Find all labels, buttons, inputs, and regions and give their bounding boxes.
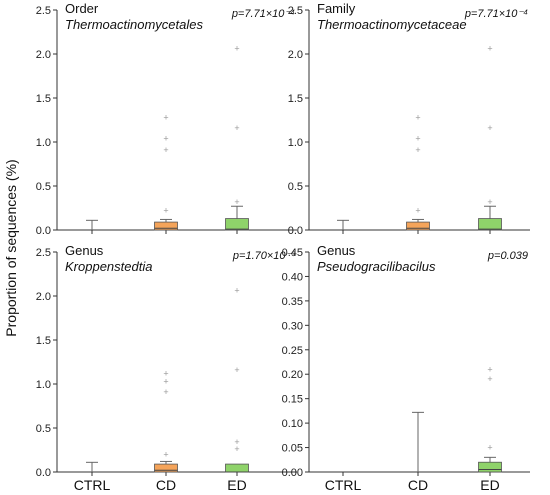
panel-rank-label: Order — [65, 1, 99, 16]
outlier-point: + — [234, 123, 239, 133]
x-category-label: ED — [227, 477, 246, 493]
y-tick-label: 2.5 — [288, 5, 303, 17]
outlier-point: + — [487, 374, 492, 384]
y-tick-label: 1.0 — [36, 379, 51, 391]
y-tick-label: 1.0 — [36, 137, 51, 149]
box-ctrl — [86, 219, 98, 230]
box-body — [478, 218, 502, 231]
y-tick-label: 0.40 — [282, 271, 303, 283]
box-body — [225, 463, 249, 473]
panel-1: 0.0 0.5 1.0 1.5 2.0 2.5 FamilyThermoactinomyce… — [288, 1, 530, 237]
box-body — [478, 461, 502, 473]
y-axis-title: Proportion of sequences (%) — [3, 159, 19, 336]
box-ctrl — [86, 461, 98, 472]
outlier-point: + — [163, 133, 168, 143]
panel-pvalue-label: p=7.71×10⁻⁴ — [231, 8, 295, 20]
outlier-point: + — [163, 145, 168, 155]
y-tick-label: 0.00 — [282, 467, 303, 479]
y-tick-label: 0.0 — [288, 225, 303, 237]
y-tick-label: 2.5 — [36, 247, 51, 259]
outlier-point: + — [234, 44, 239, 54]
outlier-point: + — [487, 44, 492, 54]
box-cd — [412, 411, 424, 472]
panel-taxon-label: Pseudogracilibacilus — [317, 259, 436, 274]
y-tick-label: 0.45 — [282, 247, 303, 259]
y-tick-label: 2.0 — [288, 49, 303, 61]
panels: 0.00.51.01.52.02.5 OrderThermoactinomycet… — [36, 1, 530, 479]
outlier-point: + — [234, 197, 239, 207]
outlier-point: + — [163, 112, 168, 122]
y-tick-label: 0.0 — [36, 225, 51, 237]
outlier-point: + — [415, 133, 420, 143]
y-tick-label: 0.15 — [282, 394, 303, 406]
x-category-label: CD — [408, 477, 428, 493]
outlier-point: + — [487, 443, 492, 453]
outlier-point: + — [234, 437, 239, 447]
x-category-label: CTRL — [74, 477, 111, 493]
x-category-label: CTRL — [325, 477, 362, 493]
y-tick-label: 0.10 — [282, 418, 303, 430]
box-cd: ++++ — [154, 368, 178, 473]
panel-rank-label: Genus — [317, 243, 356, 258]
panel-taxon-label: Kroppenstedtia — [65, 259, 152, 274]
panel-pvalue-label: p=7.71×10⁻⁴ — [464, 8, 528, 20]
outlier-point: + — [487, 197, 492, 207]
y-tick-label: 2.5 — [36, 5, 51, 17]
outlier-point: + — [487, 364, 492, 374]
outlier-point: + — [163, 376, 168, 386]
box-ed: + + + — [478, 44, 502, 231]
y-tick-label: 1.5 — [288, 93, 303, 105]
panel-taxon-label: Thermoactinomycetaceae — [317, 17, 467, 32]
outlier-point: + — [163, 368, 168, 378]
y-tick-label: 0.35 — [282, 296, 303, 308]
outlier-point: + — [415, 112, 420, 122]
panel-0: 0.0 0.5 1.0 1.5 2.0 2.5 OrderThermoactinomycet… — [36, 1, 297, 237]
y-tick-label: 0.25 — [282, 345, 303, 357]
outlier-point: + — [234, 444, 239, 454]
y-tick-label: 0.5 — [36, 181, 51, 193]
box-ctrl — [337, 219, 349, 230]
outlier-point: + — [415, 145, 420, 155]
box-ed: +++ — [478, 364, 502, 473]
panel-rank-label: Family — [317, 1, 356, 16]
box-body — [154, 463, 178, 473]
x-category-label: ED — [480, 477, 499, 493]
outlier-point: + — [487, 123, 492, 133]
outlier-point: + — [163, 449, 168, 459]
y-tick-label: 1.5 — [36, 335, 51, 347]
panel-pvalue-label: p=1.70×10⁻³ — [232, 250, 295, 262]
panel-3: 0.00 0.05 0.10 0.15 0.20 0.25 0.30 0.35 0.40 0.45… — [282, 243, 530, 479]
y-tick-label: 0.30 — [282, 320, 303, 332]
y-tick-label: 0.0 — [36, 467, 51, 479]
outlier-point: + — [415, 206, 420, 216]
y-tick-label: 2.0 — [36, 49, 51, 61]
x-category-label: CD — [156, 477, 176, 493]
box-cd: + + + + — [406, 112, 430, 231]
panel-rank-label: Genus — [65, 243, 104, 258]
y-tick-label: 0.05 — [282, 443, 303, 455]
y-tick-label: 0.5 — [36, 423, 51, 435]
outlier-point: + — [163, 206, 168, 216]
y-tick-label: 2.0 — [36, 291, 51, 303]
panel-taxon-label: Thermoactinomycetales — [65, 17, 203, 32]
box-cd: + + + + — [154, 112, 178, 231]
y-tick-label: 1.5 — [36, 93, 51, 105]
box-ed: ++++ — [225, 286, 249, 473]
outlier-point: + — [234, 365, 239, 375]
y-tick-label: 1.0 — [288, 137, 303, 149]
outlier-point: + — [234, 286, 239, 296]
box-ed: + + + — [225, 44, 249, 231]
panel-pvalue-label: p=0.039 — [487, 250, 528, 262]
outlier-point: + — [163, 387, 168, 397]
box-body — [406, 221, 430, 231]
box-body — [225, 218, 249, 231]
box-body — [154, 221, 178, 231]
y-tick-label: 0.5 — [288, 181, 303, 193]
y-tick-label: 0.20 — [282, 369, 303, 381]
